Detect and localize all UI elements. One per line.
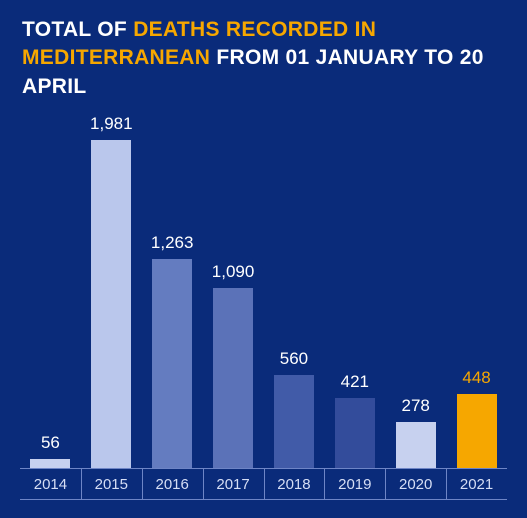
x-tick-label: 2017 bbox=[203, 468, 264, 500]
bar-value-label: 1,263 bbox=[151, 233, 194, 253]
bar-value-label: 448 bbox=[462, 368, 490, 388]
x-tick-label: 2016 bbox=[142, 468, 203, 500]
bar-value-label: 421 bbox=[341, 372, 369, 392]
bar-value-label: 56 bbox=[41, 433, 60, 453]
bar bbox=[396, 422, 436, 468]
bar-slot: 1,090 bbox=[203, 140, 264, 468]
bar bbox=[335, 398, 375, 468]
bar bbox=[91, 140, 131, 468]
x-tick-label: 2014 bbox=[20, 468, 81, 500]
bar bbox=[457, 394, 497, 468]
bar-value-label: 1,981 bbox=[90, 114, 133, 134]
bar-slot: 560 bbox=[264, 140, 325, 468]
plot-area: 56 1,981 1,263 1,090 560 421 278 448 bbox=[20, 140, 507, 468]
bar-chart: 561,9811,2631,090560421278448 2014201520… bbox=[20, 140, 507, 500]
x-tick-label: 2015 bbox=[81, 468, 142, 500]
bar-value-label: 278 bbox=[402, 396, 430, 416]
bar bbox=[30, 459, 70, 468]
x-axis: 20142015201620172018201920202021 bbox=[20, 468, 507, 500]
bar-slot: 56 bbox=[20, 140, 81, 468]
bar-slot: 448 bbox=[446, 140, 507, 468]
title-part: TOTAL OF bbox=[22, 18, 133, 41]
chart-card: { "title": { "parts": [ { "text": "TOTAL… bbox=[0, 0, 527, 518]
bar bbox=[213, 288, 253, 468]
bar-slot: 1,981 bbox=[81, 140, 142, 468]
bar-slot: 1,263 bbox=[142, 140, 203, 468]
bar bbox=[152, 259, 192, 468]
x-tick-label: 2018 bbox=[264, 468, 325, 500]
x-tick-label: 2019 bbox=[324, 468, 385, 500]
bar bbox=[274, 375, 314, 468]
bar-slot: 421 bbox=[324, 140, 385, 468]
chart-title: TOTAL OF DEATHS RECORDED IN MEDITERRANEA… bbox=[22, 16, 505, 101]
bar-value-label: 1,090 bbox=[212, 262, 255, 282]
x-tick-label: 2020 bbox=[385, 468, 446, 500]
bar-value-label: 560 bbox=[280, 349, 308, 369]
bar-slot: 278 bbox=[385, 140, 446, 468]
x-tick-label: 2021 bbox=[446, 468, 507, 500]
